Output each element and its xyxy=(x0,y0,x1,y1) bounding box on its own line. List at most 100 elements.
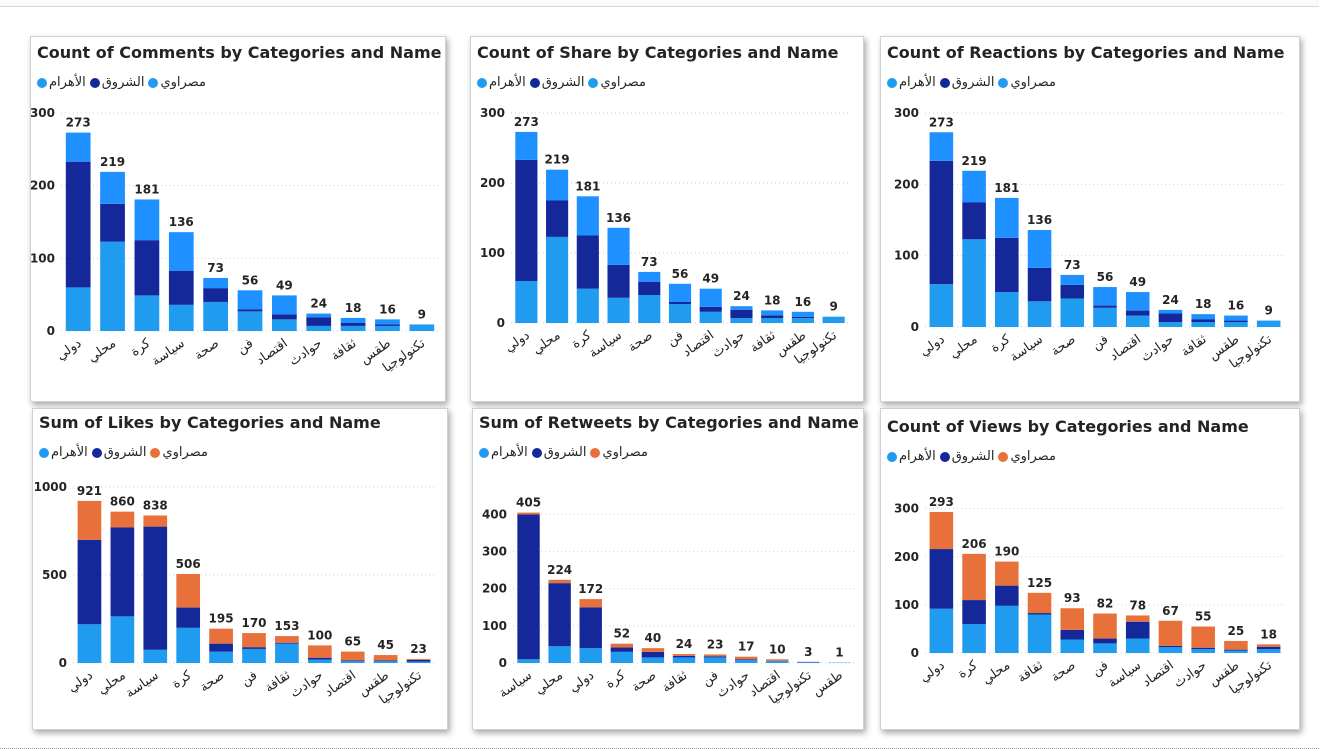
bar-segment[interactable] xyxy=(1093,307,1117,327)
chart-panel-3[interactable]: Count of Reactions by Categories and Nam… xyxy=(880,36,1300,402)
bar-segment[interactable] xyxy=(641,651,665,658)
bar-segment[interactable] xyxy=(373,655,398,661)
bar-segment[interactable] xyxy=(638,271,661,282)
bar-segment[interactable] xyxy=(734,656,758,660)
bar-segment[interactable] xyxy=(176,573,201,608)
bar-segment[interactable] xyxy=(110,527,135,617)
bar-segment[interactable] xyxy=(962,624,986,653)
legend-item[interactable]: الأهرام xyxy=(37,75,86,90)
legend-item[interactable]: الشروق xyxy=(939,449,994,464)
bar-segment[interactable] xyxy=(672,654,696,656)
bar-segment[interactable] xyxy=(340,325,366,331)
bar-segment[interactable] xyxy=(672,657,696,663)
legend-item[interactable]: مصراوي xyxy=(588,75,646,90)
bar-segment[interactable] xyxy=(1093,287,1117,306)
bar-segment[interactable] xyxy=(515,131,538,160)
bar-segment[interactable] xyxy=(203,277,229,289)
bar-segment[interactable] xyxy=(271,319,297,331)
legend-item[interactable]: الشروق xyxy=(91,445,146,460)
bar-segment[interactable] xyxy=(791,311,814,317)
bar-segment[interactable] xyxy=(375,325,400,331)
legend-item[interactable]: الأهرام xyxy=(479,445,528,460)
bar-segment[interactable] xyxy=(822,316,845,323)
bar-segment[interactable] xyxy=(1027,614,1052,654)
chart-panel-1[interactable]: Count of Comments by Categories and Name… xyxy=(30,36,446,402)
bar-segment[interactable] xyxy=(275,636,299,643)
bar-segment[interactable] xyxy=(610,643,634,648)
bar-segment[interactable] xyxy=(100,241,125,331)
bar-segment[interactable] xyxy=(791,316,814,319)
bar-segment[interactable] xyxy=(517,514,540,660)
bar-segment[interactable] xyxy=(641,657,665,663)
legend-item[interactable]: مصراوي xyxy=(148,75,206,90)
bar-segment[interactable] xyxy=(730,306,753,310)
bar-segment[interactable] xyxy=(734,660,758,663)
bar-segment[interactable] xyxy=(340,661,365,663)
bar-segment[interactable] xyxy=(1224,322,1248,327)
legend-item[interactable]: الشروق xyxy=(529,75,584,90)
bar-segment[interactable] xyxy=(406,658,431,660)
bar-segment[interactable] xyxy=(1093,643,1117,653)
bar-segment[interactable] xyxy=(929,511,954,550)
bar-segment[interactable] xyxy=(1158,313,1183,323)
bar-segment[interactable] xyxy=(1158,620,1183,646)
bar-segment[interactable] xyxy=(761,310,784,316)
bar-segment[interactable] xyxy=(1256,644,1281,647)
bar-segment[interactable] xyxy=(373,660,398,662)
bar-segment[interactable] xyxy=(143,649,168,663)
chart-panel-2[interactable]: Count of Share by Categories and Name الأ… xyxy=(470,36,864,402)
bar-segment[interactable] xyxy=(271,314,297,320)
bar-segment[interactable] xyxy=(579,599,602,608)
bar-segment[interactable] xyxy=(699,288,722,307)
bar-segment[interactable] xyxy=(672,655,696,658)
bar-segment[interactable] xyxy=(962,170,986,203)
bar-segment[interactable] xyxy=(929,284,954,327)
bar-segment[interactable] xyxy=(406,661,431,663)
bar-segment[interactable] xyxy=(1060,639,1085,653)
bar-segment[interactable] xyxy=(242,648,266,663)
bar-segment[interactable] xyxy=(307,659,332,663)
legend-item[interactable]: الشروق xyxy=(531,445,586,460)
bar-segment[interactable] xyxy=(77,624,102,663)
bar-segment[interactable] xyxy=(546,200,569,237)
bar-segment[interactable] xyxy=(203,288,229,302)
bar-segment[interactable] xyxy=(607,264,630,298)
bar-segment[interactable] xyxy=(1060,274,1085,285)
bar-segment[interactable] xyxy=(699,311,722,323)
bar-segment[interactable] xyxy=(1093,613,1117,639)
legend-item[interactable]: مصراوي xyxy=(590,445,648,460)
bar-segment[interactable] xyxy=(1027,301,1052,327)
bar-segment[interactable] xyxy=(1158,647,1183,653)
legend-item[interactable]: الشروق xyxy=(89,75,144,90)
bar-segment[interactable] xyxy=(730,318,753,323)
bar-segment[interactable] xyxy=(134,240,160,296)
chart-panel-4[interactable]: Sum of Likes by Categories and Name الأهر… xyxy=(32,408,448,730)
bar-segment[interactable] xyxy=(1224,320,1248,323)
bar-segment[interactable] xyxy=(766,661,789,663)
bar-segment[interactable] xyxy=(409,324,435,331)
bar-segment[interactable] xyxy=(641,648,665,652)
bar-segment[interactable] xyxy=(546,169,569,201)
bar-segment[interactable] xyxy=(1256,646,1281,650)
bar-segment[interactable] xyxy=(610,651,634,663)
bar-segment[interactable] xyxy=(638,281,661,295)
bar-segment[interactable] xyxy=(1191,647,1215,650)
bar-segment[interactable] xyxy=(1224,315,1248,321)
bar-segment[interactable] xyxy=(607,297,630,323)
bar-segment[interactable] xyxy=(995,561,1019,586)
legend-item[interactable]: الأهرام xyxy=(887,449,936,464)
bar-segment[interactable] xyxy=(168,304,194,331)
bar-segment[interactable] xyxy=(242,633,266,648)
bar-segment[interactable] xyxy=(143,515,168,527)
bar-segment[interactable] xyxy=(1158,309,1183,314)
bar-segment[interactable] xyxy=(962,600,986,625)
bar-segment[interactable] xyxy=(1158,645,1183,648)
bar-segment[interactable] xyxy=(1224,640,1248,650)
bar-segment[interactable] xyxy=(703,654,727,657)
bar-segment[interactable] xyxy=(1191,319,1215,323)
bar-segment[interactable] xyxy=(761,315,784,319)
chart-panel-5[interactable]: Sum of Retweets by Categories and Name ال… xyxy=(472,408,864,730)
bar-segment[interactable] xyxy=(1224,649,1248,651)
legend-item[interactable]: الشروق xyxy=(939,75,994,90)
bar-segment[interactable] xyxy=(65,132,91,162)
